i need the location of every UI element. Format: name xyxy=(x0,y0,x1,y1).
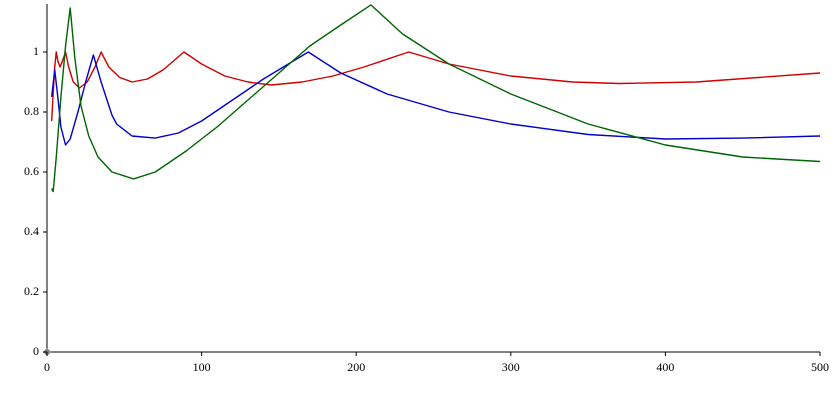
y-tick-label: 0.8 xyxy=(24,104,39,118)
y-tick-label: 0.6 xyxy=(24,164,39,178)
x-tick-label: 300 xyxy=(502,360,520,374)
x-tick-label: 0 xyxy=(44,360,50,374)
y-tick-label: 0.4 xyxy=(24,224,39,238)
y-tick-label: 1 xyxy=(33,44,39,58)
x-tick-label: 200 xyxy=(347,360,365,374)
series-line xyxy=(51,4,821,193)
series-line xyxy=(50,51,821,146)
x-tick-label: 400 xyxy=(656,360,674,374)
series-line xyxy=(50,51,821,122)
x-tick-label: 100 xyxy=(193,360,211,374)
y-tick-label: 0 xyxy=(33,344,39,358)
x-tick-label: 500 xyxy=(811,360,829,374)
y-tick-label: 0.2 xyxy=(24,284,39,298)
